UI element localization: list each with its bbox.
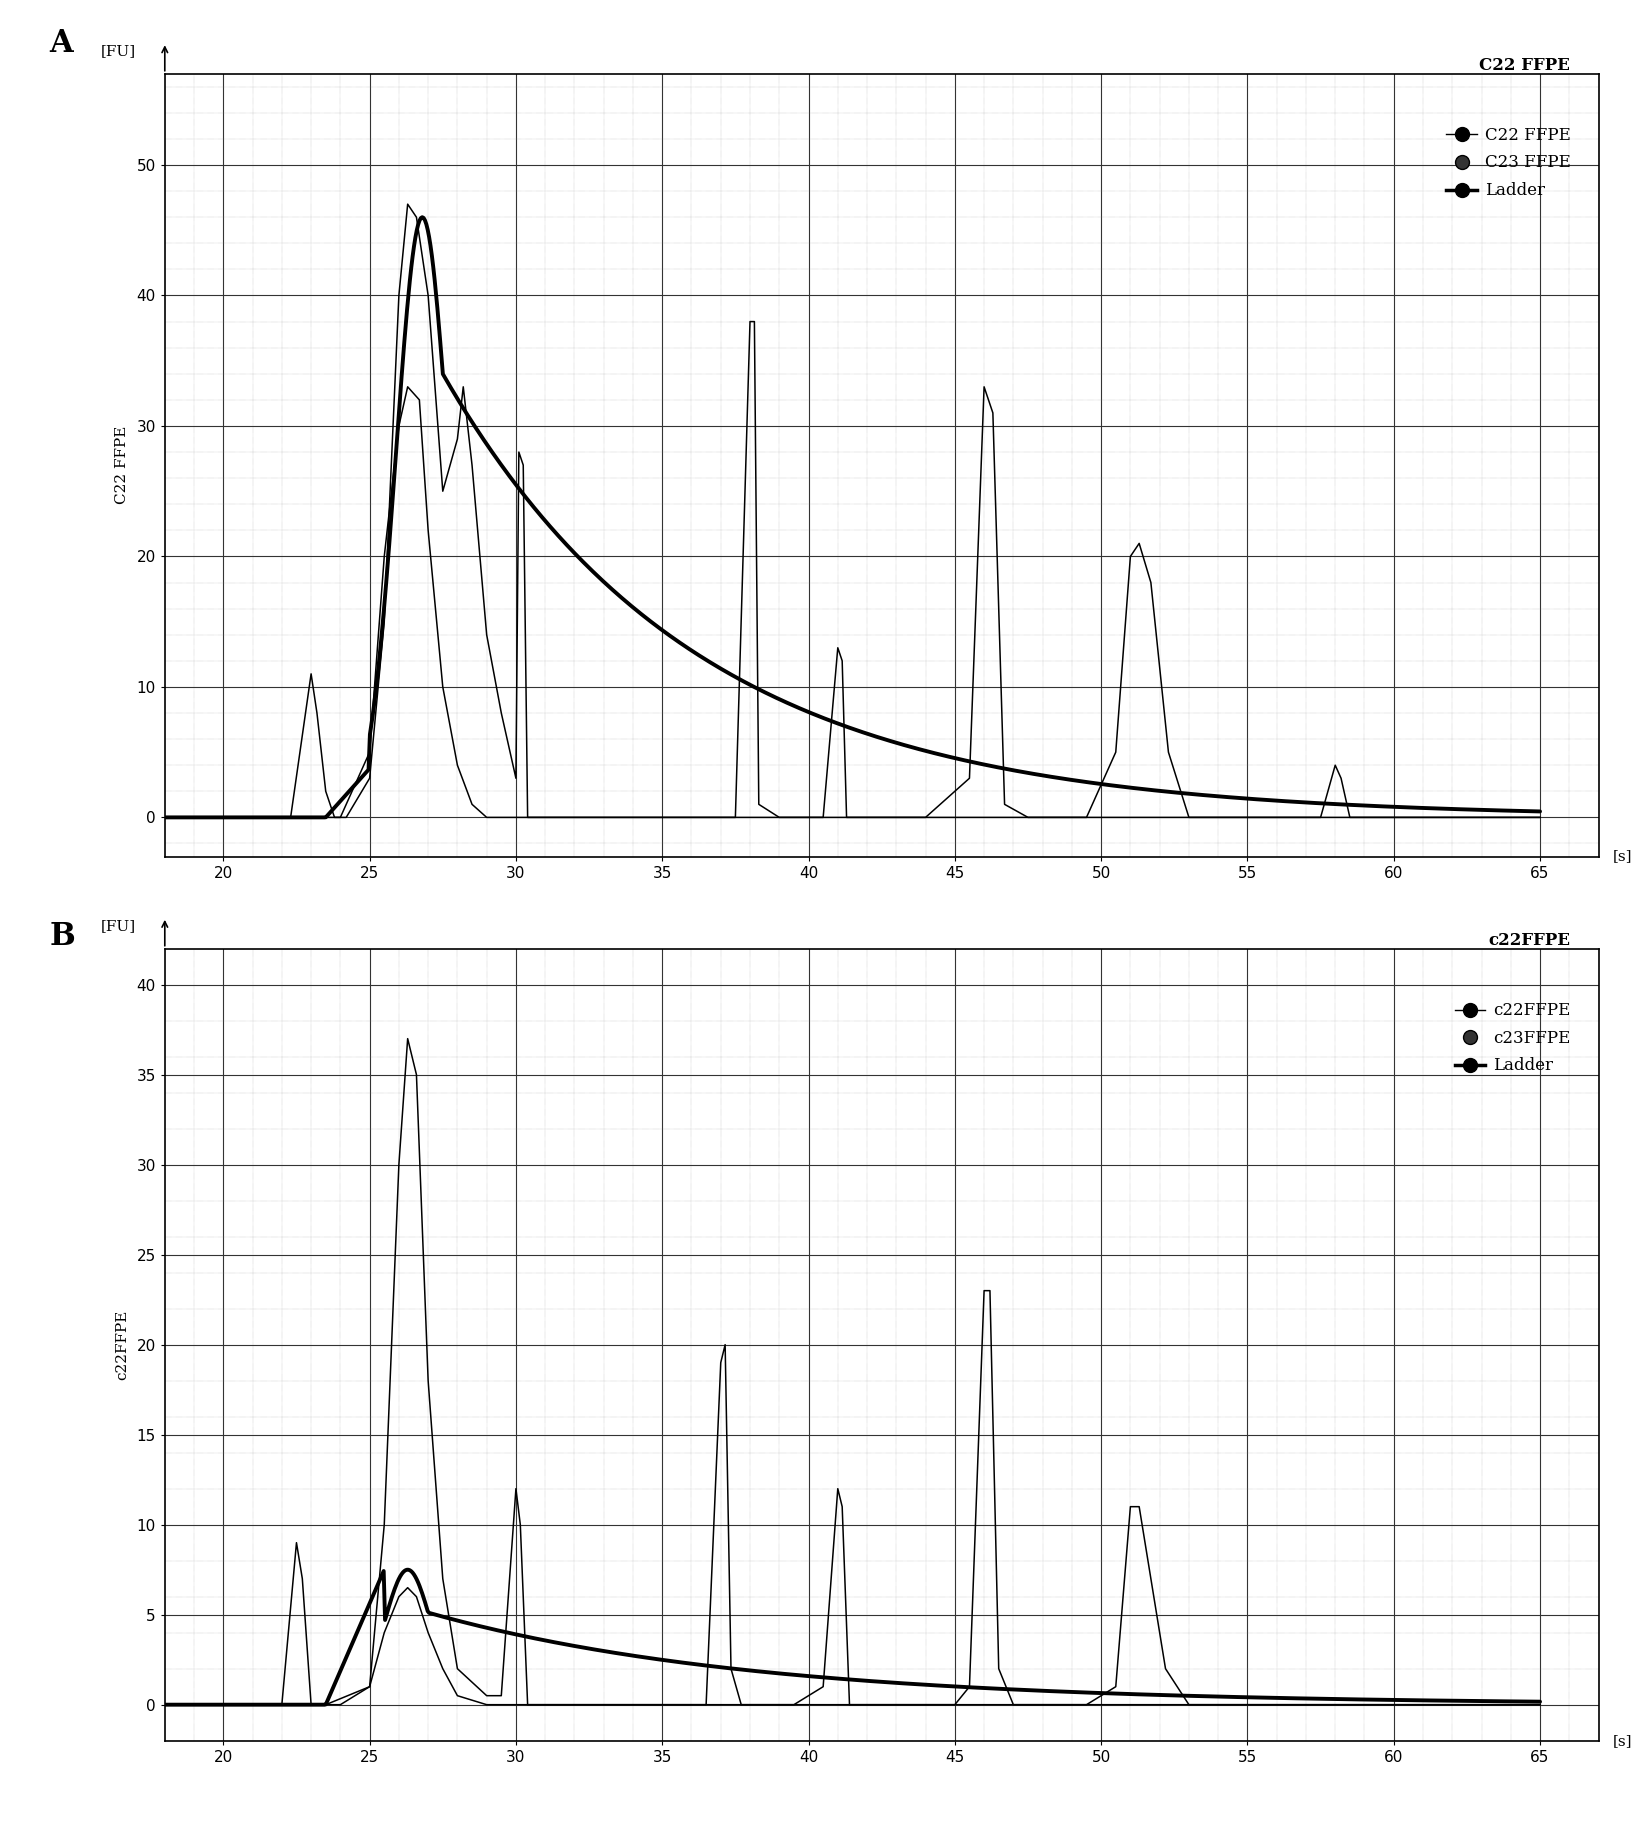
Text: B: B (49, 921, 76, 952)
Text: c22FFPE: c22FFPE (1488, 932, 1571, 949)
Text: A: A (49, 28, 73, 59)
Text: [FU]: [FU] (101, 919, 135, 932)
Legend: c22FFPE, c23FFPE, Ladder: c22FFPE, c23FFPE, Ladder (1449, 997, 1577, 1081)
Text: [s]: [s] (1613, 1733, 1633, 1748)
Y-axis label: c22FFPE: c22FFPE (115, 1310, 130, 1380)
Legend: C22 FFPE, C23 FFPE, Ladder: C22 FFPE, C23 FFPE, Ladder (1440, 120, 1577, 204)
Text: [s]: [s] (1613, 849, 1633, 864)
Y-axis label: C22 FFPE: C22 FFPE (115, 426, 130, 505)
Text: [FU]: [FU] (101, 44, 135, 57)
Text: C22 FFPE: C22 FFPE (1478, 57, 1571, 74)
